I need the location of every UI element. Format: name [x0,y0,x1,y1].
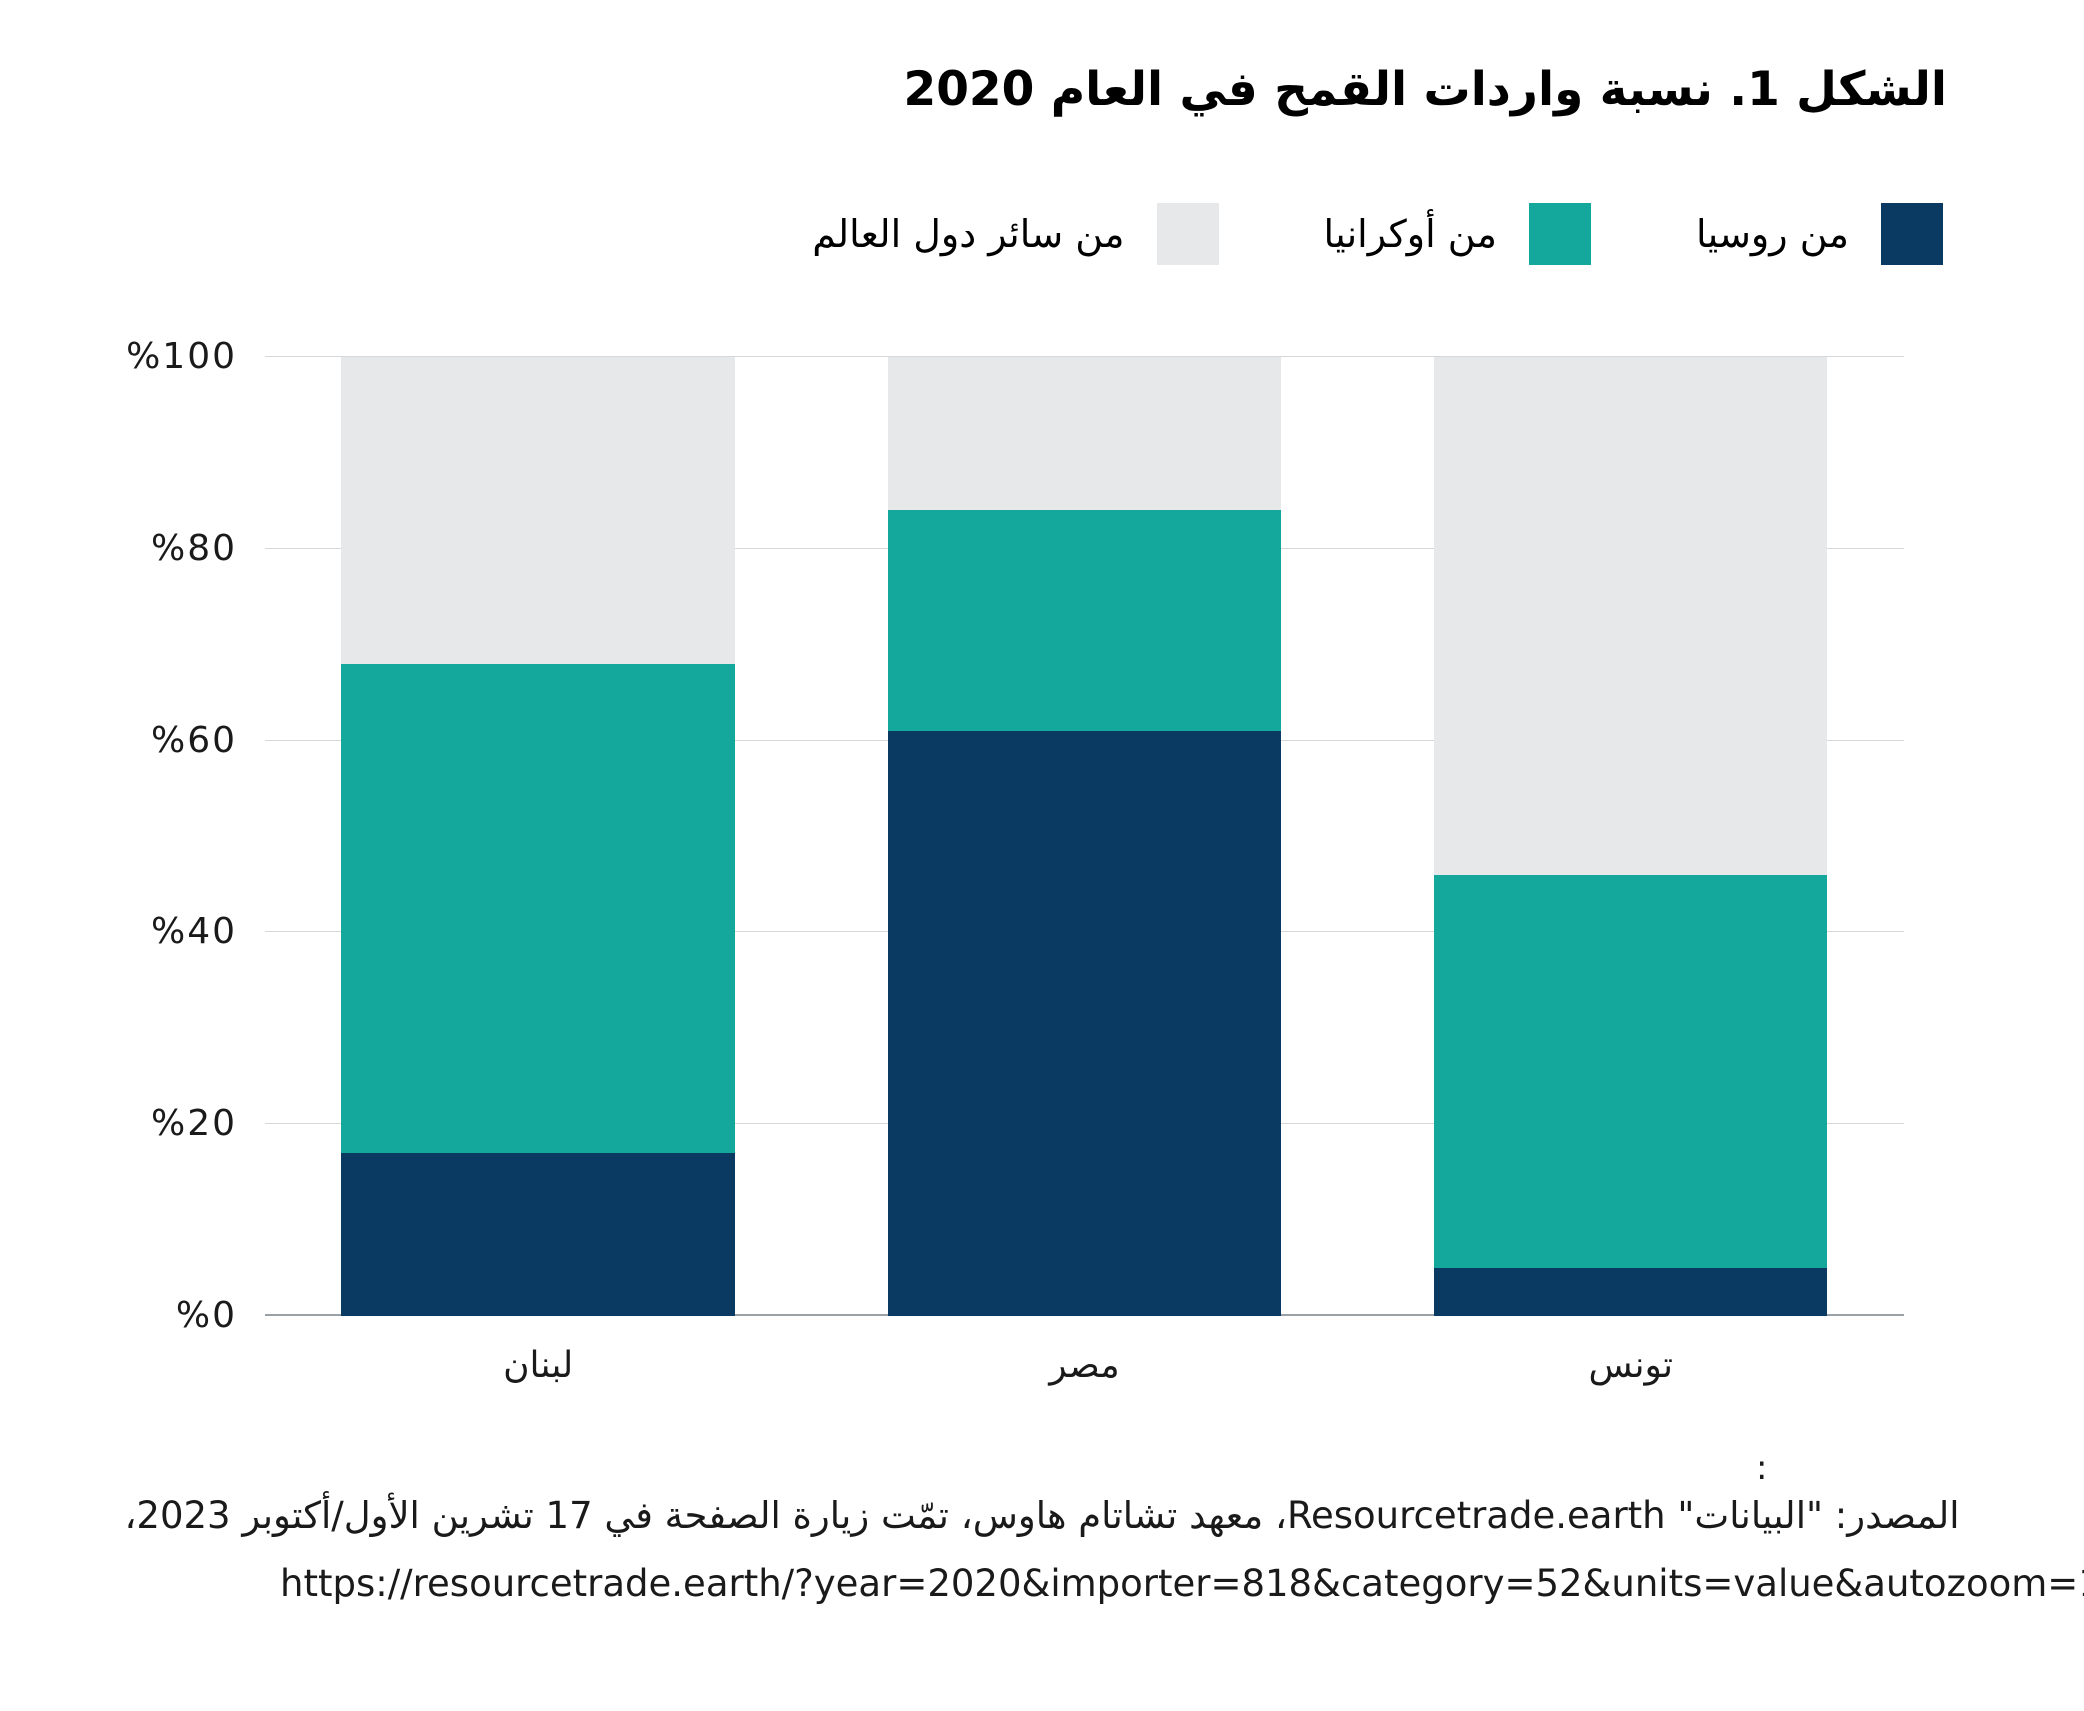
bar-segment-lebanon-ukraine [341,663,735,1153]
x-axis-labels: لبنان مصر تونس [265,1345,1904,1386]
bar-tunisia [1434,357,1828,1316]
y-axis-tick-label-20: %20 [150,1103,237,1145]
legend-swatch-russia [1881,203,1943,265]
bar-segment-egypt-russia [887,731,1282,1316]
legend-label-rest-of-world: من سائر دول العالم [812,212,1125,256]
x-axis-category-label-tunisia: تونس [1588,1345,1674,1386]
bar-segment-egypt-rest-of-world [887,357,1282,511]
bar-column-tunisia [1358,357,1904,1316]
figure-title: الشكل 1. نسبة واردات القمح في العام 2020 [903,62,1947,117]
x-axis-category-label-egypt: مصر [1049,1345,1120,1386]
y-axis-tick-label-60: %60 [150,719,237,761]
bar-segment-tunisia-ukraine [1434,874,1828,1269]
bar-segment-lebanon-russia [341,1152,735,1316]
bar-column-lebanon [265,357,811,1316]
bar-segment-lebanon-rest-of-world [341,357,735,664]
legend-item-rest-of-world: من سائر دول العالم [812,203,1219,265]
bar-segment-tunisia-rest-of-world [1434,357,1828,875]
y-axis-tick-label-0: %0 [175,1295,237,1336]
bar-lebanon [341,357,735,1316]
gridline-100 [265,356,1904,357]
bar-egypt [887,357,1282,1316]
bar-column-egypt [811,357,1357,1316]
legend: من روسيا من أوكرانيا من سائر دول العالم [812,203,1943,265]
source-text: المصدر: "البيانات" Resourcetrade.earth، … [124,1494,1960,1537]
bar-segment-tunisia-russia [1434,1268,1828,1316]
legend-swatch-ukraine [1529,203,1592,265]
legend-swatch-rest-of-world [1156,203,1219,265]
y-axis-tick-label-40: %40 [150,911,237,953]
source-url: https://resourcetrade.earth/?year=2020&i… [280,1562,2084,1605]
bar-segment-egypt-ukraine [887,510,1282,732]
y-axis-tick-label-80: %80 [150,527,237,569]
legend-item-ukraine: من أوكرانيا [1324,203,1592,265]
plot-area: %0 %20 %40 %60 %80 %100 [126,339,1904,1334]
stray-colon-mark: : [1756,1448,1768,1488]
legend-label-russia: من روسيا [1696,212,1849,256]
legend-item-russia: من روسيا [1696,203,1943,265]
y-axis-tick-label-100: %100 [126,336,237,377]
x-axis-category-label-lebanon: لبنان [503,1345,574,1386]
bars-layer [265,357,1904,1316]
legend-label-ukraine: من أوكرانيا [1323,212,1498,256]
